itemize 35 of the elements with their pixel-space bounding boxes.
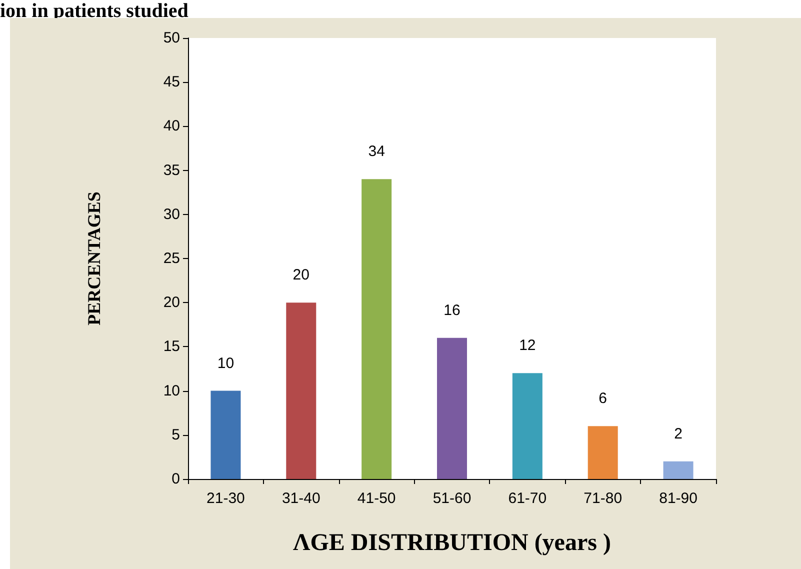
data-label: 6 [598, 390, 608, 408]
x-axis-title: ΛGE DISTRIBUTION (years ) [293, 530, 611, 556]
data-label: 10 [217, 354, 234, 372]
y-tick-label: 30 [163, 206, 180, 223]
y-tick-label: 10 [163, 382, 180, 400]
bar [210, 390, 241, 479]
bar [512, 373, 542, 479]
chart-title: ion in patients studied [0, 0, 188, 23]
y-tick-label: 25 [163, 250, 180, 267]
x-tick-label: 21-30 [206, 490, 245, 507]
x-tick-label: 41-50 [357, 490, 396, 507]
y-tick-label: 40 [163, 118, 180, 135]
x-tick-label: 31-40 [282, 490, 320, 507]
data-label: 34 [368, 143, 385, 160]
data-label: 12 [519, 337, 536, 354]
bar [588, 426, 618, 479]
bar [437, 338, 467, 479]
bar [362, 179, 392, 479]
data-label: 16 [444, 302, 460, 319]
y-tick-label: 45 [163, 74, 180, 91]
x-tick-label: 61-70 [508, 490, 547, 507]
y-tick-label: 50 [163, 30, 180, 46]
x-tick-label: 71-80 [584, 490, 622, 507]
data-label: 20 [292, 266, 310, 284]
y-tick-label: 20 [163, 294, 180, 312]
bar [286, 302, 316, 479]
x-tick-label: 81-90 [659, 490, 698, 507]
y-tick-label: 35 [163, 162, 180, 179]
bar [663, 461, 694, 479]
y-tick-label: 15 [163, 338, 180, 356]
data-label: 2 [674, 425, 682, 442]
y-axis-title: PERCENTAGES [84, 192, 104, 326]
y-tick-label: 5 [172, 426, 180, 444]
x-tick-label: 51-60 [432, 490, 472, 507]
y-tick-label: 0 [172, 470, 180, 488]
